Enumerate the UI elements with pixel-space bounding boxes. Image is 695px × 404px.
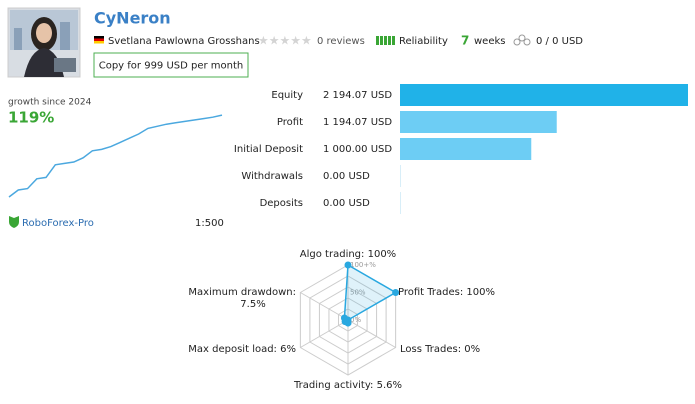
broker[interactable]: RoboForex-Pro [22,218,94,229]
copy-button[interactable] [93,52,249,78]
balance-value: 0.00 USD [323,171,370,182]
radar-label: Maximum drawdown: [188,287,296,298]
balance-name: Profit [277,117,303,128]
radar-label-value: 100% [368,249,397,260]
balance-value: 1 194.07 USD [323,117,392,128]
subscribers: 0 / 0 USD [536,36,583,47]
author[interactable]: Svetlana Pawlowna Grosshans [108,36,260,47]
balance-bar [400,84,688,106]
balance-value: 1 000.00 USD [323,144,392,155]
radar-label: Trading activity: 5.6% [293,380,402,391]
balance-bar [400,192,401,214]
balance-name: Equity [271,90,303,101]
subscribers-icon [513,34,531,46]
radar-tick-label: 0% [350,316,361,324]
balance-value: 2 194.07 USD [323,90,392,101]
radar-point [344,261,352,269]
growth-value: 119% [8,109,54,127]
svg-text:★★★★★: ★★★★★ [258,34,312,48]
reliability: Reliability [399,36,448,47]
balance-name: Withdrawals [241,171,303,182]
signal-name[interactable]: CyNeron [94,9,171,28]
leverage: 1:500 [195,218,224,229]
radar-tick-label: 50% [350,289,366,297]
avatar[interactable] [7,7,81,78]
radar-label: Max deposit load: 6% [188,344,296,355]
radar-label: Algo trading: 100% [300,249,396,260]
radar-label-value: 0% [464,344,480,355]
radar-label-name: Trading activity: [293,380,373,391]
radar-label: Profit Trades: 100% [398,287,495,298]
radar-point [392,289,400,296]
radar-tick-label: 100+% [350,261,376,269]
growth-line [8,114,223,198]
radar-spoke [300,319,349,348]
flag [94,36,104,39]
radar-label-value: 6% [280,344,296,355]
reviews[interactable]: 0 reviews [317,36,365,47]
radar-label: Loss Trades: 0% [400,344,480,355]
radar-label-name: Profit Trades: [398,287,463,298]
radar-spoke [300,292,349,321]
balance-bar [400,165,401,187]
weeks-unit: weeks [474,36,505,47]
radar-label-name: Max deposit load: [188,344,277,355]
reliability-icon [376,36,395,45]
radar-label-value: 5.6% [377,380,402,391]
copy-button-label[interactable]: Copy for 999 USD per month [99,61,244,72]
broker-icon [9,216,19,228]
radar-area [343,263,398,325]
radar-label-name: Maximum drawdown: [188,287,296,298]
weeks-value: 7 [461,34,469,48]
balance-bar [400,138,532,160]
radar-label-name: Algo trading: [300,249,365,260]
balance-value: 0.00 USD [323,198,370,209]
radar-point [340,314,348,322]
radar-spoke [347,319,396,348]
radar-label-value: 7.5% [240,299,265,310]
balance-name: Initial Deposit [234,144,303,155]
growth-caption: growth since 2024 [8,98,92,108]
radar-label-name: Loss Trades: [400,344,461,355]
balance-bar [400,111,557,133]
balance-name: Deposits [260,198,303,209]
rating-stars: ★★★★★ [258,34,312,48]
radar-label-value: 100% [466,287,495,298]
